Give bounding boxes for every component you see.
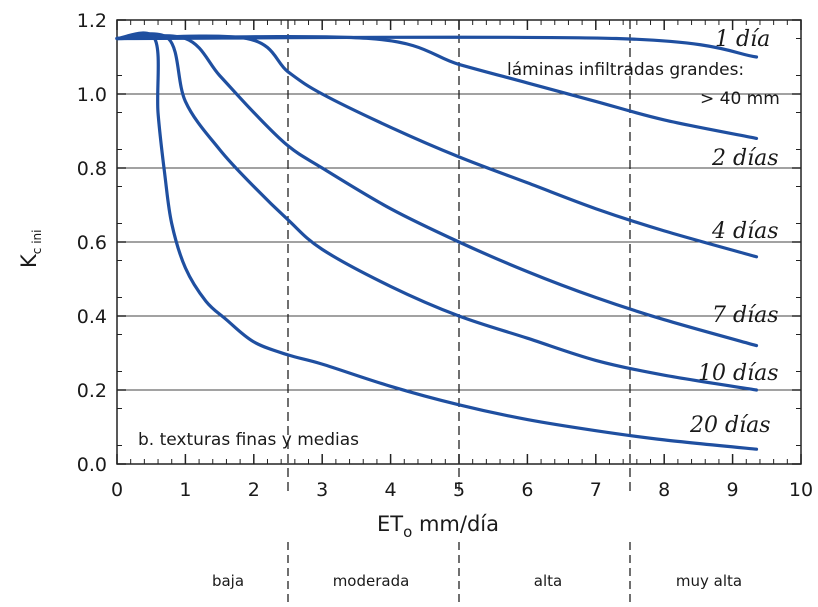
curve-4 <box>115 34 759 348</box>
curve-label-5: 10 días <box>698 361 779 386</box>
x-tick-label: 3 <box>316 479 328 501</box>
category-label-3: alta <box>534 572 562 590</box>
curve-label-2: 2 días <box>711 146 779 171</box>
curve-label-3: 4 días <box>711 219 779 244</box>
curve-label-4: 7 días <box>712 303 779 328</box>
category-label-2: moderada <box>333 572 410 590</box>
x-tick-label: 1 <box>179 479 191 501</box>
y-tick-label: 0.8 <box>77 158 107 180</box>
infiltrated-annotation-line2: > 40 mm <box>700 89 780 109</box>
x-tick-label: 2 <box>248 479 260 501</box>
curve-5 <box>115 32 759 392</box>
curve-label-6: 20 días <box>689 413 771 438</box>
x-axis-title-sub: o <box>403 523 412 541</box>
x-tick-label: 5 <box>453 479 465 501</box>
y-tick-label: 0.4 <box>77 306 107 328</box>
curve-label-1: 1 día <box>715 27 770 52</box>
category-dividers <box>287 542 631 605</box>
category-label-4: muy alta <box>676 572 742 590</box>
x-tick-label: 6 <box>521 479 533 501</box>
x-axis-title-main: ET <box>377 512 403 536</box>
category-label-1: baja <box>212 572 244 590</box>
x-tick-label: 4 <box>385 479 397 501</box>
axis-ticks <box>116 19 802 465</box>
curves <box>115 31 759 451</box>
x-tick-label: 10 <box>789 479 813 501</box>
tick-labels: 0.0 0.2 0.4 0.6 0.8 1.0 1.2 0 1 2 3 4 5 6 7 8 9 10 <box>77 10 813 501</box>
category-labels: baja moderada alta muy alta <box>212 572 742 590</box>
y-axis-title-sub: c ini <box>30 230 44 255</box>
y-tick-label: 0.0 <box>77 454 107 476</box>
y-tick-label: 0.2 <box>77 380 107 402</box>
y-axis-title-main: K <box>17 253 41 268</box>
y-tick-label: 0.6 <box>77 232 107 254</box>
category-boundaries <box>287 20 631 496</box>
curve-labels: 1 día 2 días 4 días 7 días 10 días 20 días <box>689 27 779 438</box>
x-tick-label: 0 <box>111 479 123 501</box>
x-tick-label: 7 <box>590 479 602 501</box>
x-tick-label: 8 <box>658 479 670 501</box>
x-tick-label: 9 <box>727 479 739 501</box>
y-axis-title: Kc ini <box>17 230 44 268</box>
infiltrated-annotation-line1: láminas infiltradas grandes: <box>507 60 744 80</box>
curve-3 <box>115 34 759 259</box>
x-axis-title: ETo mm/día <box>377 512 499 541</box>
x-axis-title-rest: mm/día <box>412 512 499 536</box>
curve-2 <box>115 34 759 140</box>
texture-note: b. texturas finas y medias <box>138 430 359 450</box>
y-tick-label: 1.2 <box>77 10 107 32</box>
curve-6 <box>115 31 759 451</box>
y-tick-label: 1.0 <box>77 84 107 106</box>
